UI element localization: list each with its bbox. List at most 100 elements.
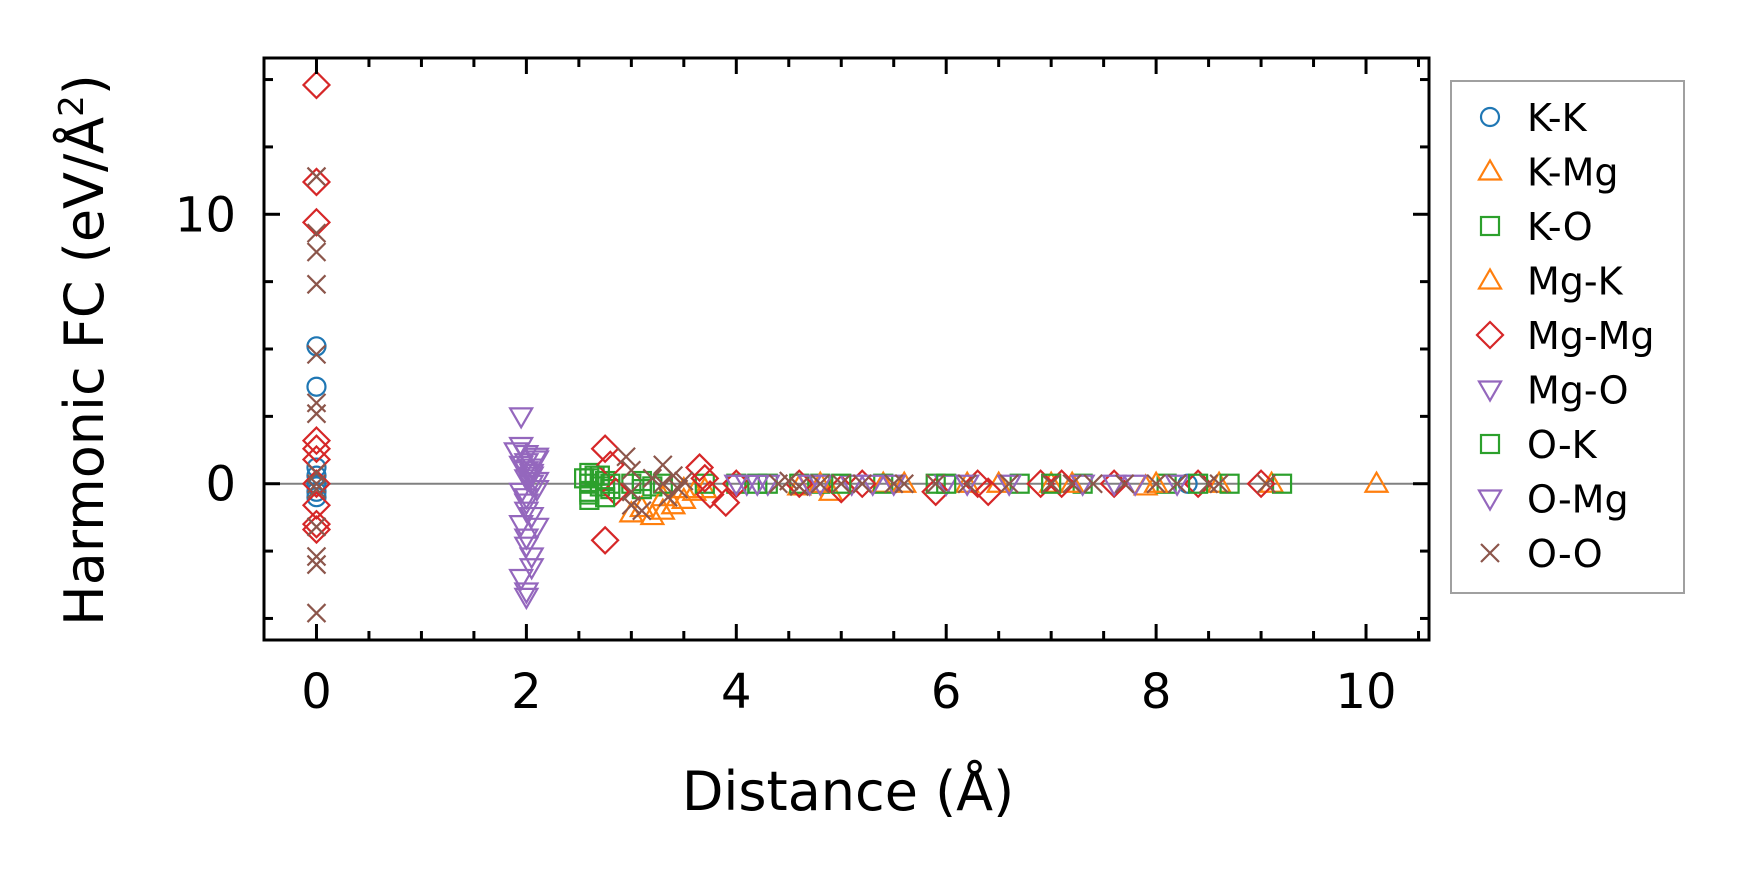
data-point-mg-o bbox=[1069, 474, 1096, 497]
data-point-o-k bbox=[574, 468, 595, 489]
data-point-k-mg bbox=[1206, 470, 1232, 493]
data-point-o-o bbox=[1256, 473, 1277, 494]
y-axis-label-close: ) bbox=[53, 74, 116, 95]
data-point-o-o bbox=[1062, 473, 1082, 494]
data-point-mg-k bbox=[891, 470, 918, 493]
series-k-o bbox=[579, 462, 1293, 510]
data-point-mg-mg bbox=[301, 207, 332, 237]
data-point-o-mg bbox=[796, 474, 823, 497]
y-axis-label: Harmonic FC (eV/Å2) bbox=[52, 74, 116, 626]
legend-marker-k-mg bbox=[1477, 158, 1503, 181]
data-point-o-o bbox=[1146, 473, 1166, 494]
data-point-mg-o bbox=[508, 407, 535, 430]
data-point-k-mg bbox=[817, 478, 844, 501]
data-point-o-o bbox=[778, 471, 799, 491]
x-tick-label: 10 bbox=[1335, 664, 1396, 720]
data-point-k-k bbox=[306, 376, 327, 397]
data-point-o-mg bbox=[1122, 474, 1149, 497]
y-tick-label: 0 bbox=[205, 457, 236, 513]
data-point-o-o bbox=[306, 344, 327, 365]
legend-marker-mg-o bbox=[1477, 380, 1503, 403]
data-point-o-o bbox=[663, 465, 684, 486]
data-markers bbox=[301, 70, 1390, 623]
data-point-k-mg bbox=[670, 486, 697, 509]
data-point-o-mg bbox=[518, 506, 545, 530]
data-point-mg-mg bbox=[690, 463, 720, 493]
data-point-o-k bbox=[831, 473, 852, 494]
data-point-o-o bbox=[894, 473, 915, 494]
x-axis-label: Distance (Å) bbox=[682, 759, 1014, 823]
data-point-o-mg bbox=[523, 450, 550, 473]
data-point-mg-mg bbox=[921, 477, 951, 507]
data-point-o-mg bbox=[518, 466, 545, 489]
data-point-o-mg bbox=[508, 455, 535, 479]
data-point-mg-o bbox=[513, 528, 540, 551]
data-point-o-o bbox=[1167, 473, 1187, 494]
data-point-o-o bbox=[810, 473, 831, 494]
legend-label-k-mg: K-Mg bbox=[1527, 151, 1619, 195]
data-point-o-o bbox=[306, 517, 327, 537]
data-point-mg-k bbox=[1143, 470, 1170, 493]
data-point-o-o bbox=[1041, 473, 1061, 494]
legend-label-o-o: O-O bbox=[1527, 532, 1603, 576]
data-point-o-o bbox=[306, 554, 327, 575]
data-point-mg-mg bbox=[301, 490, 332, 520]
data-point-o-o bbox=[306, 479, 327, 499]
data-point-o-o bbox=[852, 473, 873, 494]
data-point-o-o bbox=[306, 242, 327, 262]
data-point-mg-mg bbox=[847, 469, 877, 499]
data-point-o-o bbox=[658, 487, 678, 507]
legend-label-k-k: K-K bbox=[1527, 96, 1588, 140]
data-point-mg-k bbox=[985, 470, 1012, 493]
data-point-mg-mg bbox=[695, 479, 725, 510]
series-k-mg bbox=[639, 470, 1390, 526]
data-point-o-o bbox=[306, 603, 327, 623]
series-o-mg bbox=[502, 442, 1149, 611]
data-point-mg-mg bbox=[1047, 469, 1077, 499]
data-point-mg-o bbox=[513, 501, 540, 524]
y-axis-label-superscript: 2 bbox=[52, 95, 92, 117]
data-point-o-o bbox=[306, 546, 327, 567]
data-point-o-o bbox=[616, 447, 636, 467]
legend-label-o-mg: O-Mg bbox=[1527, 478, 1629, 522]
data-point-o-mg bbox=[523, 517, 550, 541]
data-point-o-mg bbox=[518, 558, 545, 581]
data-point-o-o bbox=[306, 223, 327, 243]
data-point-o-mg bbox=[508, 482, 535, 506]
data-point-mg-mg bbox=[685, 452, 715, 483]
x-tick-label: 8 bbox=[1141, 664, 1172, 720]
data-point-k-k bbox=[306, 336, 327, 357]
data-point-o-mg bbox=[513, 461, 540, 484]
data-point-mg-mg bbox=[711, 488, 741, 518]
y-axis-label-main: Harmonic FC (eV/Å bbox=[52, 117, 116, 626]
legend-marker-o-k bbox=[1479, 433, 1501, 455]
data-point-o-o bbox=[925, 473, 946, 494]
data-point-o-o bbox=[789, 476, 810, 497]
legend-label-o-k: O-K bbox=[1527, 423, 1598, 467]
data-point-k-mg bbox=[649, 497, 676, 520]
data-point-o-o bbox=[957, 473, 977, 494]
legend-marker-o-o bbox=[1480, 543, 1500, 563]
data-point-o-o bbox=[653, 473, 673, 494]
data-point-o-o bbox=[831, 473, 852, 494]
legend: K-K K-Mg K-O Mg-K Mg-Mg Mg-O O-K O-Mg O-O bbox=[1450, 80, 1685, 594]
x-tick-label: 0 bbox=[301, 664, 332, 720]
data-point-mg-mg bbox=[301, 469, 332, 499]
data-point-o-o bbox=[632, 500, 652, 521]
data-point-mg-mg bbox=[301, 70, 332, 100]
data-point-o-o bbox=[674, 471, 694, 491]
data-point-o-mg bbox=[513, 493, 540, 516]
data-point-o-mg bbox=[744, 474, 771, 497]
data-point-o-mg bbox=[513, 536, 540, 559]
data-point-mg-o bbox=[518, 474, 545, 497]
data-point-o-o bbox=[621, 495, 642, 516]
data-point-mg-mg bbox=[973, 477, 1003, 507]
data-point-o-o bbox=[642, 468, 663, 489]
data-point-o-o bbox=[306, 473, 327, 494]
series-o-o bbox=[306, 166, 1277, 623]
data-point-k-mg bbox=[691, 475, 718, 499]
data-point-o-o bbox=[1209, 473, 1229, 494]
data-point-mg-o bbox=[1164, 474, 1191, 497]
data-point-mg-mg bbox=[301, 514, 332, 545]
series-k-k bbox=[306, 336, 1198, 508]
